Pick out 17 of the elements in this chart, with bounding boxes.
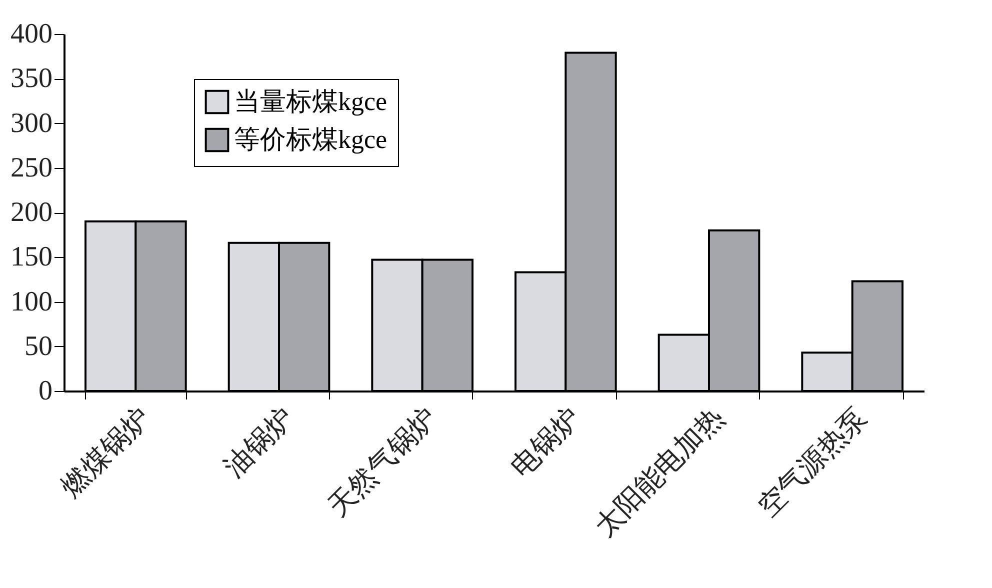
y-tick-label: 200	[10, 197, 52, 228]
x-tick-label: 太阳能电加热	[589, 402, 730, 543]
y-tick-label: 0	[38, 376, 52, 406]
x-tick-label: 天然气锅炉	[322, 402, 444, 523]
x-tick-label: 电锅炉	[505, 402, 587, 484]
y-tick-label: 350	[10, 63, 52, 94]
legend-label: 等价标煤kgce	[234, 125, 388, 154]
y-tick-label: 150	[10, 242, 52, 273]
y-tick-label: 300	[10, 108, 52, 139]
y-tick-label: 400	[10, 18, 52, 50]
y-tick-label: 250	[10, 152, 52, 184]
y-tick-label: 100	[10, 286, 52, 318]
x-tick-label: 空气源热泵	[752, 402, 874, 523]
x-tick-label: 燃煤锅炉	[56, 402, 157, 504]
x-tick-label: 油锅炉	[218, 402, 300, 484]
legend-label: 当量标煤kgce	[234, 87, 388, 116]
y-tick-label: 50	[24, 330, 52, 362]
